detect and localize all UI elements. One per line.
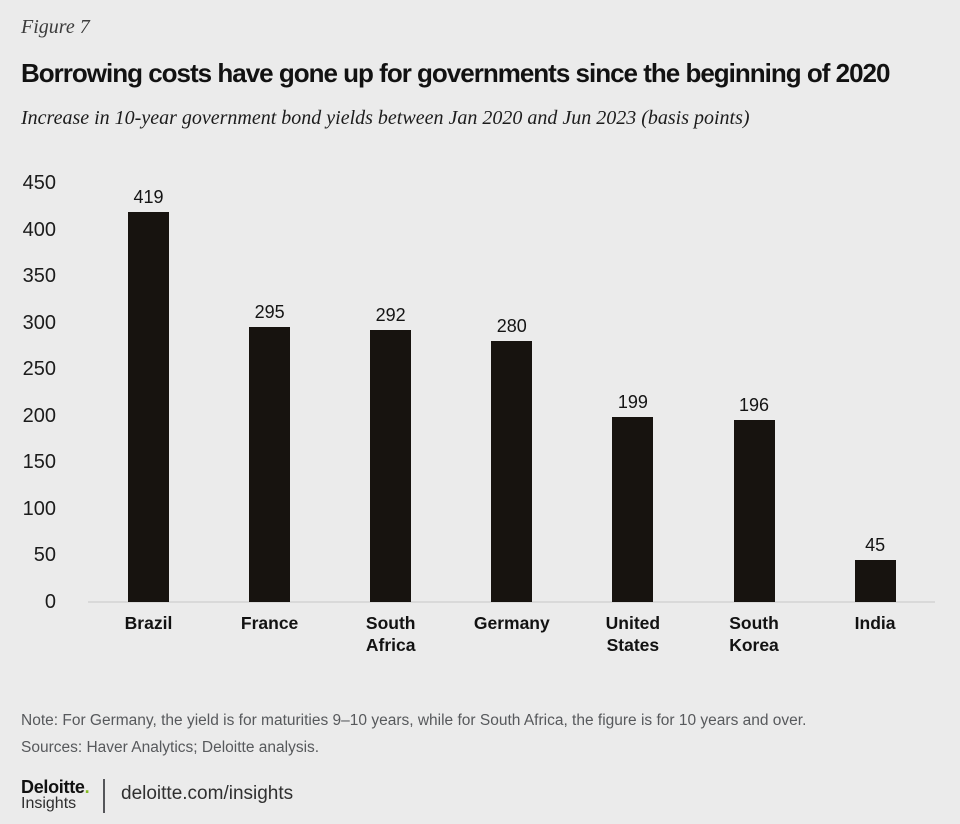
footer-divider (103, 779, 105, 813)
x-category-label-india: India (854, 613, 896, 633)
bar-value-india: 45 (865, 535, 886, 556)
bar-brazil (128, 211, 169, 602)
footnotes: Note: For Germany, the yield is for matu… (21, 707, 806, 761)
footer: Deloitte. Insights deloitte.com/insights (21, 777, 294, 813)
x-category-label-germany: Germany (473, 613, 550, 633)
bar-value-brazil: 419 (133, 186, 164, 207)
y-tick-label-250: 250 (22, 358, 56, 381)
bar-value-germany: 280 (496, 316, 527, 337)
x-category-label-south-korea: South Korea (729, 613, 779, 655)
y-tick-label-100: 100 (22, 497, 56, 520)
y-tick-label-300: 300 (22, 311, 56, 334)
bar-south-africa (370, 330, 412, 602)
sources-text: Sources: Haver Analytics; Deloitte analy… (21, 739, 320, 756)
x-category-label-france: France (240, 613, 299, 633)
bar-value-south-africa: 292 (375, 305, 406, 326)
bar-value-france: 295 (254, 302, 285, 323)
deloitte-insights-logo: Deloitte. Insights (21, 777, 101, 813)
bar-india (854, 560, 896, 602)
bar-france (249, 327, 291, 602)
brand-name: Deloitte (21, 777, 85, 797)
y-tick-label-350: 350 (22, 265, 56, 288)
figure-subtitle: Increase in 10-year government bond yiel… (21, 107, 750, 129)
footer-url[interactable]: deloitte.com/insights (121, 783, 294, 804)
figure-label: Figure 7 (21, 16, 90, 38)
bar-value-united-states: 199 (617, 391, 648, 412)
bar-value-south-korea: 196 (738, 394, 770, 415)
bar-united-states (612, 416, 654, 602)
y-tick-label-450: 450 (22, 172, 56, 194)
bar-south-korea (733, 419, 775, 602)
bar-germany (491, 341, 533, 602)
y-tick-label-0: 0 (44, 591, 56, 613)
y-tick-label-50: 50 (33, 544, 56, 567)
y-tick-label-150: 150 (22, 451, 56, 474)
brand-wordmark: Deloitte. (21, 777, 101, 797)
brand-subname: Insights (21, 795, 77, 812)
x-category-label-united-states: United States (605, 613, 661, 655)
figure-title: Borrowing costs have gone up for governm… (21, 58, 890, 88)
y-tick-label-200: 200 (22, 404, 56, 427)
brand-green-dot: . (84, 777, 90, 797)
x-axis-line (88, 601, 935, 603)
x-category-label-south-africa: South Africa (365, 613, 416, 655)
note-text: Note: For Germany, the yield is for matu… (21, 712, 807, 729)
y-tick-label-400: 400 (22, 218, 56, 241)
x-category-label-brazil: Brazil (124, 613, 173, 633)
bar-chart: 0 50 100 150 200 250 300 350 400 450 419 Brazil 295 F… (0, 160, 960, 680)
